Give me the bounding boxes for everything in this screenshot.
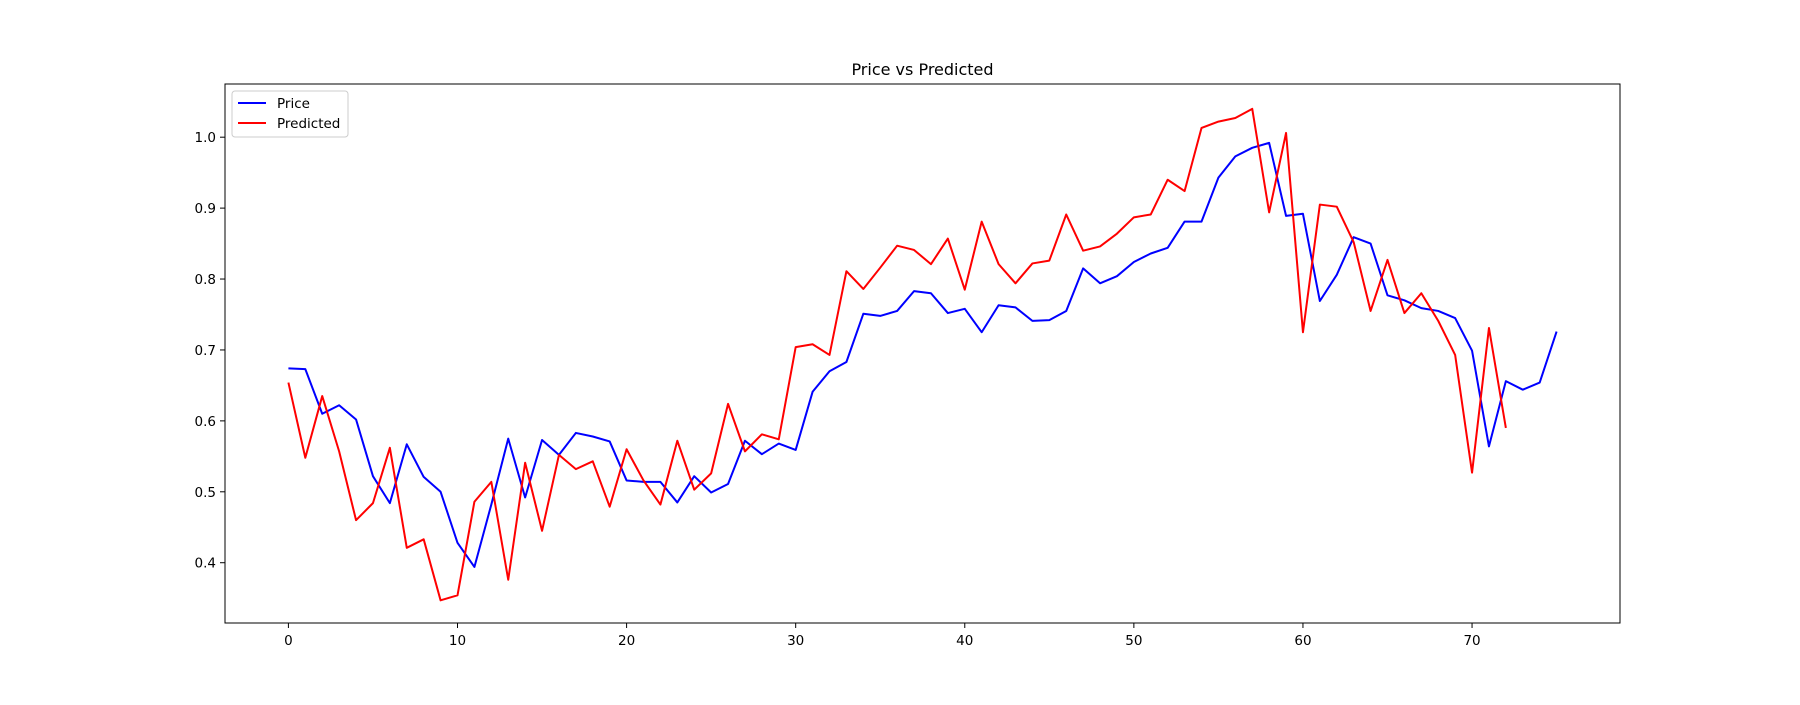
x-tick-label: 20 (618, 633, 635, 649)
chart-title: Price vs Predicted (851, 60, 993, 79)
legend-label-price: Price (277, 96, 310, 112)
y-axis: 0.4 0.5 0.6 0.7 0.8 0.9 1.0 (195, 130, 225, 572)
series-line-price (288, 141, 1558, 568)
series-lines (287, 107, 1558, 602)
x-tick-label: 60 (1294, 633, 1311, 649)
x-tick-label: 0 (284, 633, 293, 649)
x-tick-label: 50 (1125, 633, 1142, 649)
legend-label-predicted: Predicted (277, 116, 340, 132)
y-tick-label: 0.6 (195, 414, 216, 430)
legend: Price Predicted (231, 90, 349, 138)
x-tick-label: 40 (956, 633, 973, 649)
y-tick-label: 0.4 (195, 556, 216, 572)
y-tick-label: 1.0 (195, 130, 216, 146)
x-tick-label: 70 (1463, 633, 1480, 649)
x-tick-label: 10 (449, 633, 466, 649)
y-tick-label: 0.5 (195, 485, 216, 501)
plot-area (225, 84, 1620, 623)
x-axis: 0 10 20 30 40 50 60 70 (284, 623, 1481, 649)
series-line-predicted (287, 107, 1507, 602)
y-tick-label: 0.8 (195, 272, 216, 288)
x-tick-label: 30 (787, 633, 804, 649)
y-tick-label: 0.7 (195, 343, 216, 359)
y-tick-label: 0.9 (195, 201, 216, 217)
plot-frame (224, 83, 1621, 624)
